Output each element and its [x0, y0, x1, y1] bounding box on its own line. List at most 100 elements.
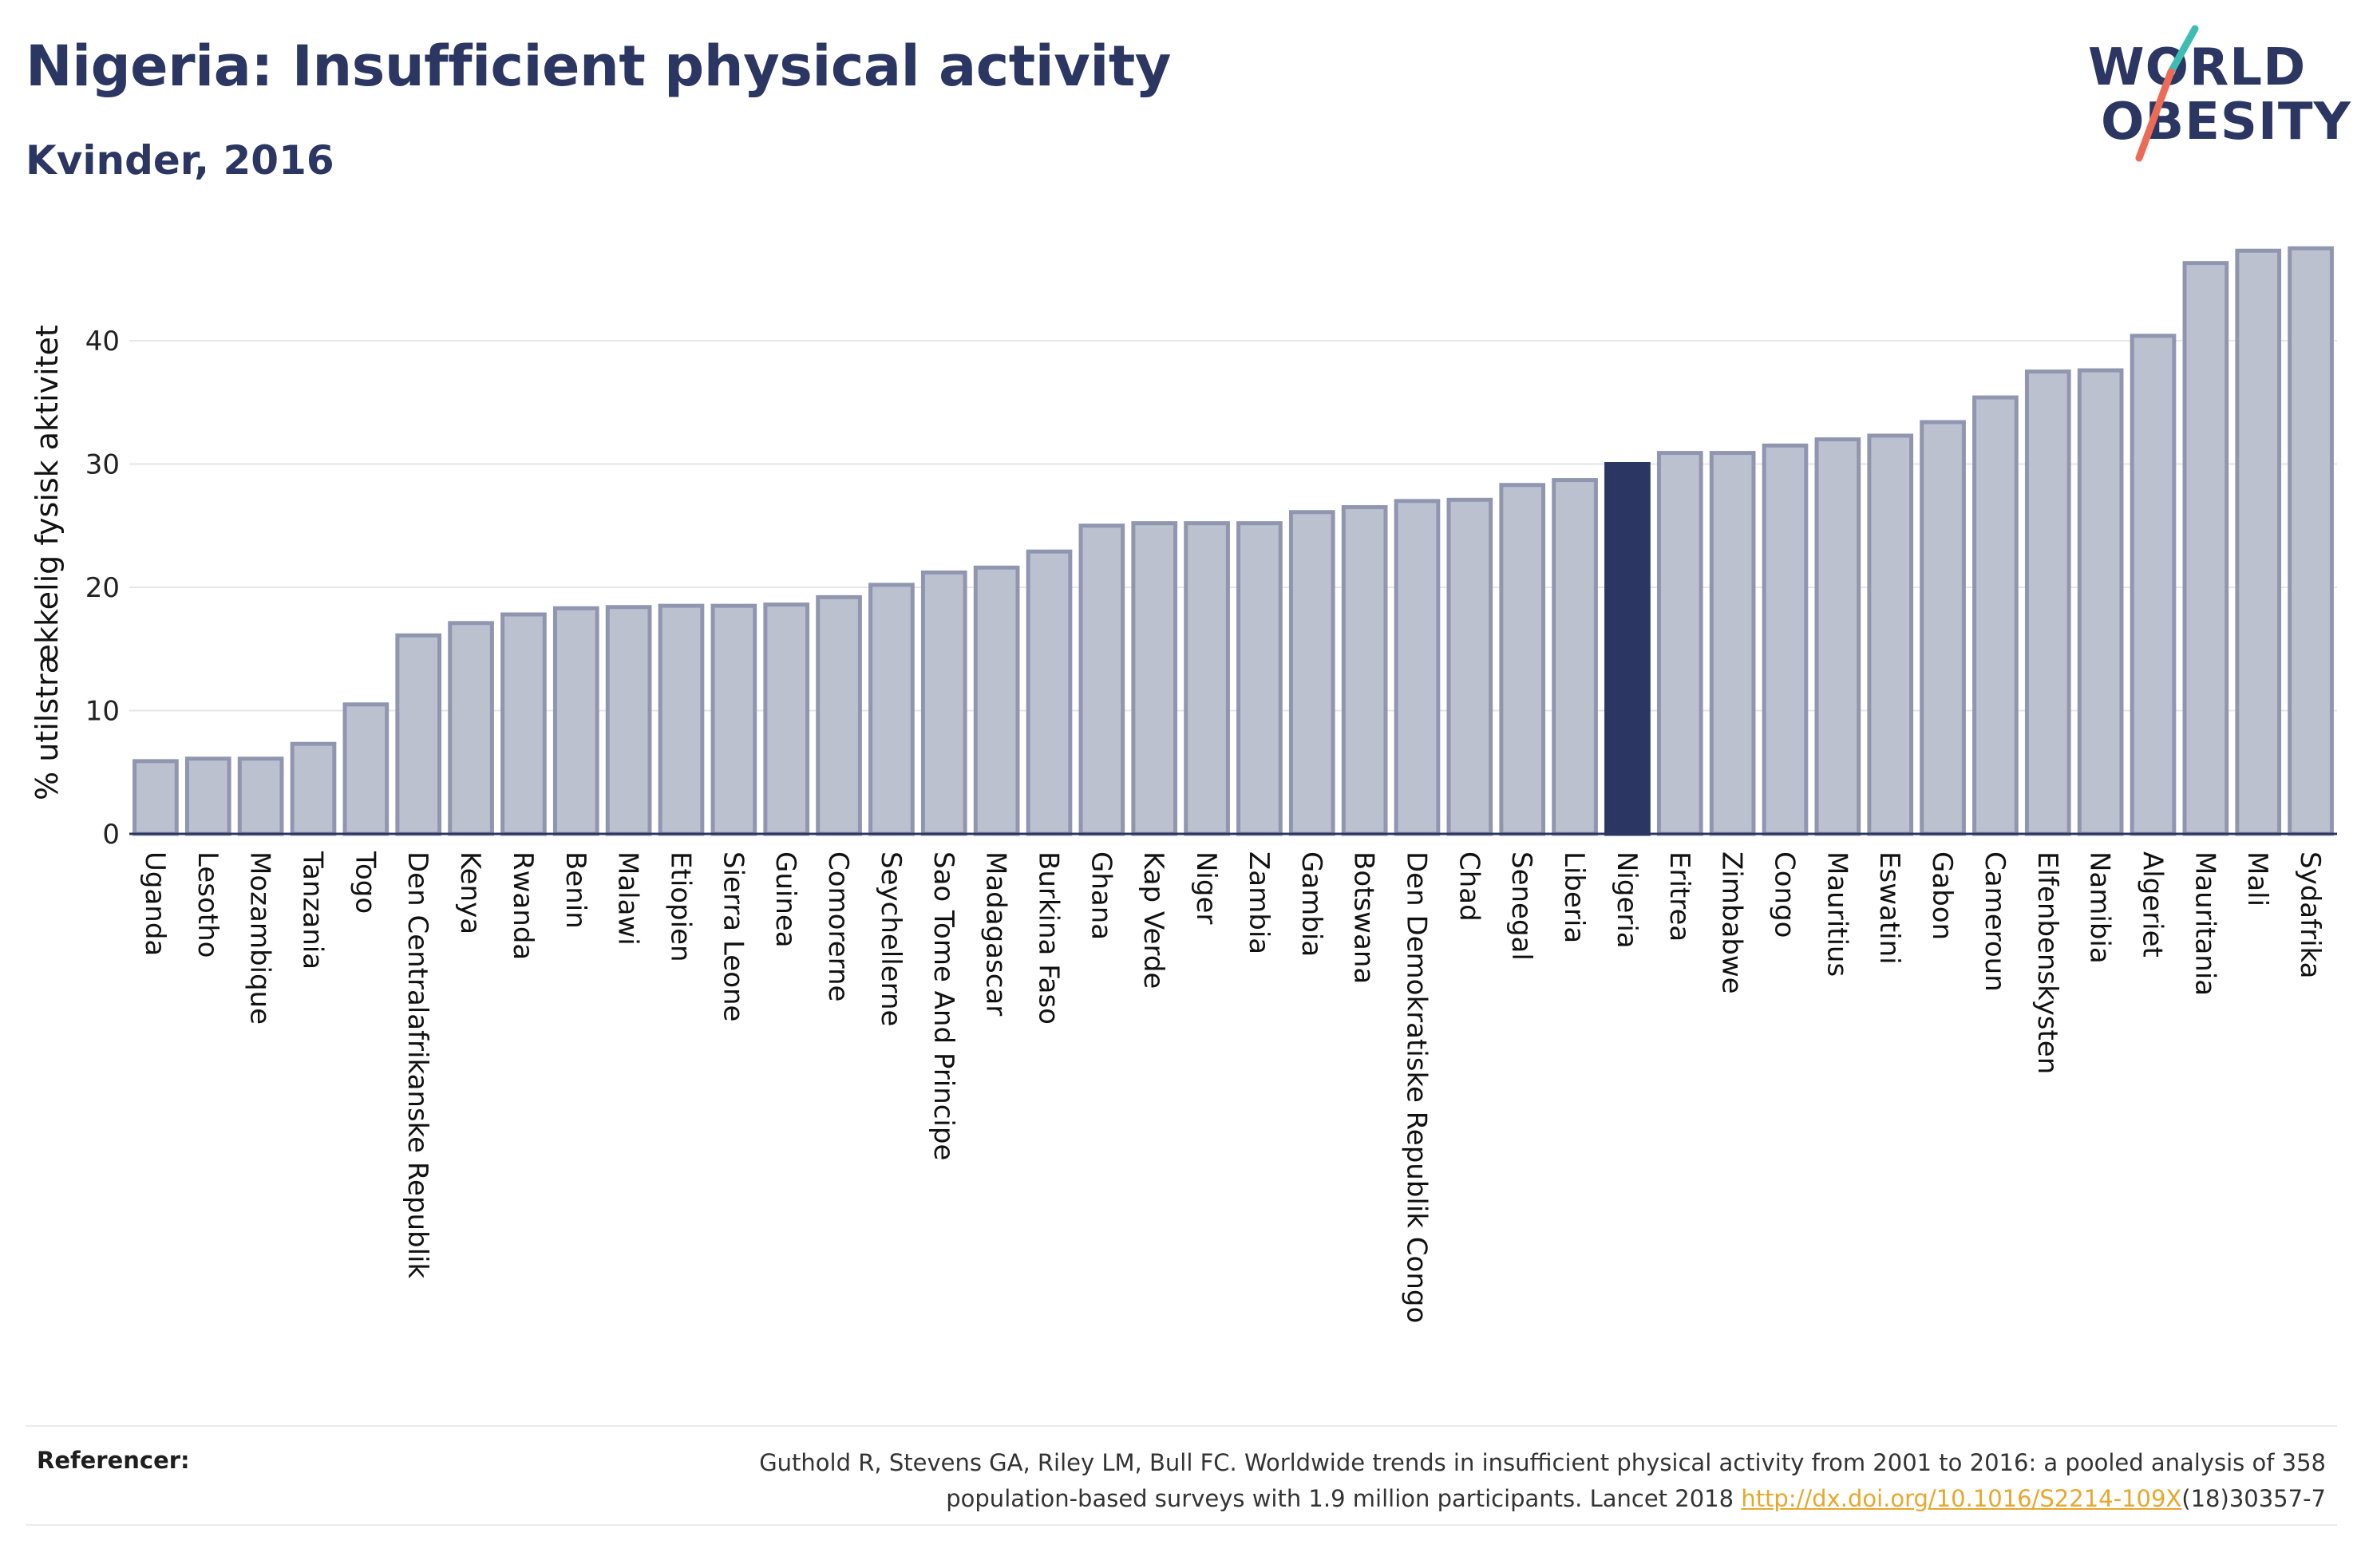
bar	[500, 612, 547, 836]
bar	[710, 603, 757, 836]
reference-divider-top	[26, 1425, 2337, 1427]
world-obesity-logo: WORLD OBESITY	[2083, 22, 2351, 174]
bar	[448, 621, 494, 836]
bar	[1709, 451, 1756, 836]
bar	[290, 741, 337, 836]
x-tick-label: Mozambique	[244, 851, 276, 1025]
bar	[237, 756, 284, 836]
bar	[342, 702, 390, 836]
bar	[1236, 521, 1283, 836]
x-tick-label: Mauritania	[2189, 851, 2221, 996]
x-tick-label: Chad	[1453, 851, 1485, 922]
bar	[816, 594, 862, 836]
x-tick-label: Zambia	[1243, 851, 1275, 954]
references-label: Referencer:	[37, 1447, 190, 1474]
chart-title: Nigeria: Insufficient physical activity	[26, 34, 1171, 99]
bar	[1341, 505, 1388, 836]
x-tick-label: Mauritius	[1821, 851, 1853, 977]
bar	[184, 756, 231, 836]
x-tick-label: Sydafrika	[2294, 851, 2326, 978]
bar	[1026, 549, 1073, 836]
bar	[2077, 368, 2124, 836]
bar	[1446, 497, 1493, 836]
bar	[1972, 395, 2019, 836]
bar	[395, 633, 442, 836]
x-tick-label: Benin	[560, 851, 591, 929]
x-tick-label: Sierra Leone	[717, 851, 749, 1021]
bar	[1078, 523, 1125, 836]
x-tick-label: Zimbabwe	[1716, 851, 1748, 994]
bar	[973, 565, 1020, 836]
x-tick-label: Liberia	[1558, 851, 1590, 943]
doi-link[interactable]: http://dx.doi.org/10.1016/S2214-109X	[1741, 1485, 2182, 1512]
x-tick-label: Tanzania	[297, 851, 329, 970]
x-tick-label: Nigeria	[1611, 851, 1643, 949]
x-tick-label: Gambia	[1295, 851, 1327, 957]
reference-divider-bottom	[26, 1524, 2337, 1526]
x-tick-label: Botswana	[1348, 851, 1380, 984]
bar	[920, 570, 967, 836]
x-tick-label: Comorerne	[822, 851, 854, 1001]
x-tick-label: Congo	[1769, 851, 1801, 938]
bar	[2235, 248, 2282, 836]
x-tick-label: Malawi	[612, 851, 644, 946]
bar	[868, 583, 915, 836]
x-tick-label: Uganda	[139, 851, 171, 956]
bar	[1762, 443, 1809, 836]
x-tick-label: Rwanda	[507, 851, 539, 960]
bar	[1131, 521, 1178, 836]
bar	[1867, 433, 1914, 836]
x-tick-label: Mali	[2241, 851, 2273, 906]
y-tick-label: 0	[102, 819, 120, 851]
x-tick-label: Togo	[349, 851, 381, 914]
bar	[1920, 420, 1966, 836]
x-tick-label: Kap Verde	[1137, 851, 1169, 989]
x-tick-label: Gabon	[1926, 851, 1958, 940]
reference-line-2: population-based surveys with 1.9 millio…	[490, 1481, 2326, 1517]
reference-line-2-text: population-based surveys with 1.9 millio…	[946, 1485, 1742, 1512]
x-tick-label: Namibia	[2084, 851, 2116, 964]
x-tick-label: Kenya	[454, 851, 486, 934]
x-tick-label: Senegal	[1505, 851, 1537, 961]
bar	[1184, 521, 1230, 836]
bar-highlight	[1604, 462, 1651, 836]
reference-line-2-suffix: (18)30357-7	[2181, 1485, 2326, 1512]
references-text: Guthold R, Stevens GA, Riley LM, Bull FC…	[490, 1445, 2326, 1517]
x-tick-label: Seychellerne	[875, 851, 907, 1026]
bar	[1552, 478, 1598, 836]
reference-line-1: Guthold R, Stevens GA, Riley LM, Bull FC…	[759, 1449, 2326, 1476]
bar	[2130, 334, 2177, 836]
y-tick-label: 10	[85, 696, 120, 728]
x-tick-label: Niger	[1190, 851, 1222, 924]
bar	[605, 605, 652, 836]
x-tick-label: Cameroun	[1979, 851, 2011, 992]
bar	[2288, 246, 2334, 836]
bar	[2024, 369, 2071, 836]
x-tick-label: Lesotho	[192, 851, 223, 958]
x-tick-label: Den Demokratiske Republik Congo	[1401, 851, 1433, 1323]
bar	[658, 603, 705, 836]
bar	[1814, 437, 1861, 836]
x-tick-label: Elfenbenskysten	[2031, 851, 2063, 1074]
x-tick-label: Algeriet	[2137, 851, 2169, 958]
bar	[763, 602, 810, 836]
y-tick-label: 20	[85, 572, 120, 604]
y-tick-label: 30	[85, 449, 120, 481]
y-axis-label: % utilstrækkelig fysisk aktivitet	[30, 325, 65, 800]
bar	[1656, 451, 1703, 836]
y-tick-label: 40	[85, 326, 120, 357]
x-tick-label: Guinea	[769, 851, 801, 948]
x-tick-label: Sao Tome And Principe	[927, 851, 959, 1160]
bar	[552, 606, 599, 836]
chart-subtitle: Kvinder, 2016	[26, 137, 334, 184]
x-tick-label: Etiopien	[665, 851, 697, 962]
bar	[1394, 499, 1441, 836]
x-tick-label: Ghana	[1085, 851, 1117, 940]
bar	[1288, 510, 1335, 836]
bar	[1499, 483, 1546, 836]
bar	[132, 759, 179, 836]
logo-slash-icon	[2135, 25, 2199, 162]
logo-line-1: WORLD	[2088, 38, 2307, 97]
bar	[2182, 261, 2229, 836]
x-tick-label: Eritrea	[1663, 851, 1695, 942]
